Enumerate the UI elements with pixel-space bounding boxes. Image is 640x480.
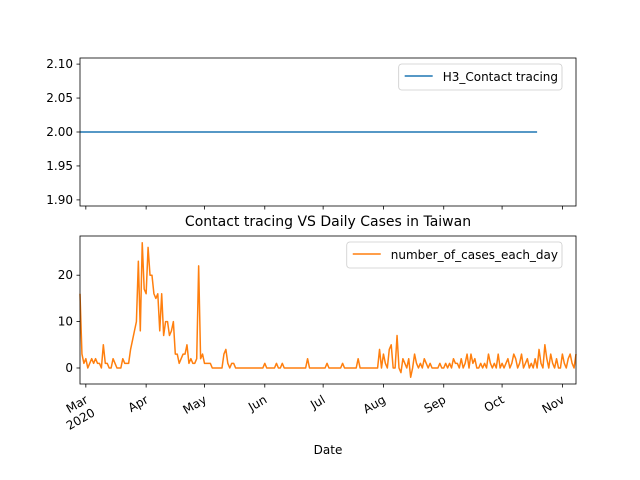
legend-box: [346, 241, 563, 269]
x-tick-label: Jun: [245, 392, 269, 414]
y-tick-label: 2.00: [46, 125, 73, 139]
x-tick-label: Nov: [540, 392, 567, 416]
x-tick-label: Jul: [307, 392, 327, 412]
legend-label: number_of_cases_each_day: [391, 248, 558, 262]
y-tick-label: 10: [58, 315, 73, 329]
x-tick-label: Sep: [422, 392, 449, 415]
y-tick-label: 0: [65, 361, 73, 375]
y-tick-label: 2.10: [46, 57, 73, 71]
x-tick-label: Apr: [126, 392, 151, 415]
x-tick-label: May: [180, 392, 208, 417]
chart-title: Contact tracing VS Daily Cases in Taiwan: [185, 214, 471, 230]
legend-label: H3_Contact tracing: [443, 70, 558, 84]
x-tick-label: Aug: [361, 392, 388, 416]
x-axis-label: Date: [314, 443, 343, 457]
axes-frame: [79, 57, 577, 207]
y-tick-label: 2.05: [46, 91, 73, 105]
series-line: [79, 241, 577, 379]
x-tick-label: Oct: [482, 392, 507, 415]
y-tick-label: 20: [58, 268, 73, 282]
axes-frame: [79, 235, 577, 385]
y-tick-label: 1.90: [46, 193, 73, 207]
legend-box: [398, 63, 563, 91]
y-tick-label: 1.95: [46, 159, 73, 173]
